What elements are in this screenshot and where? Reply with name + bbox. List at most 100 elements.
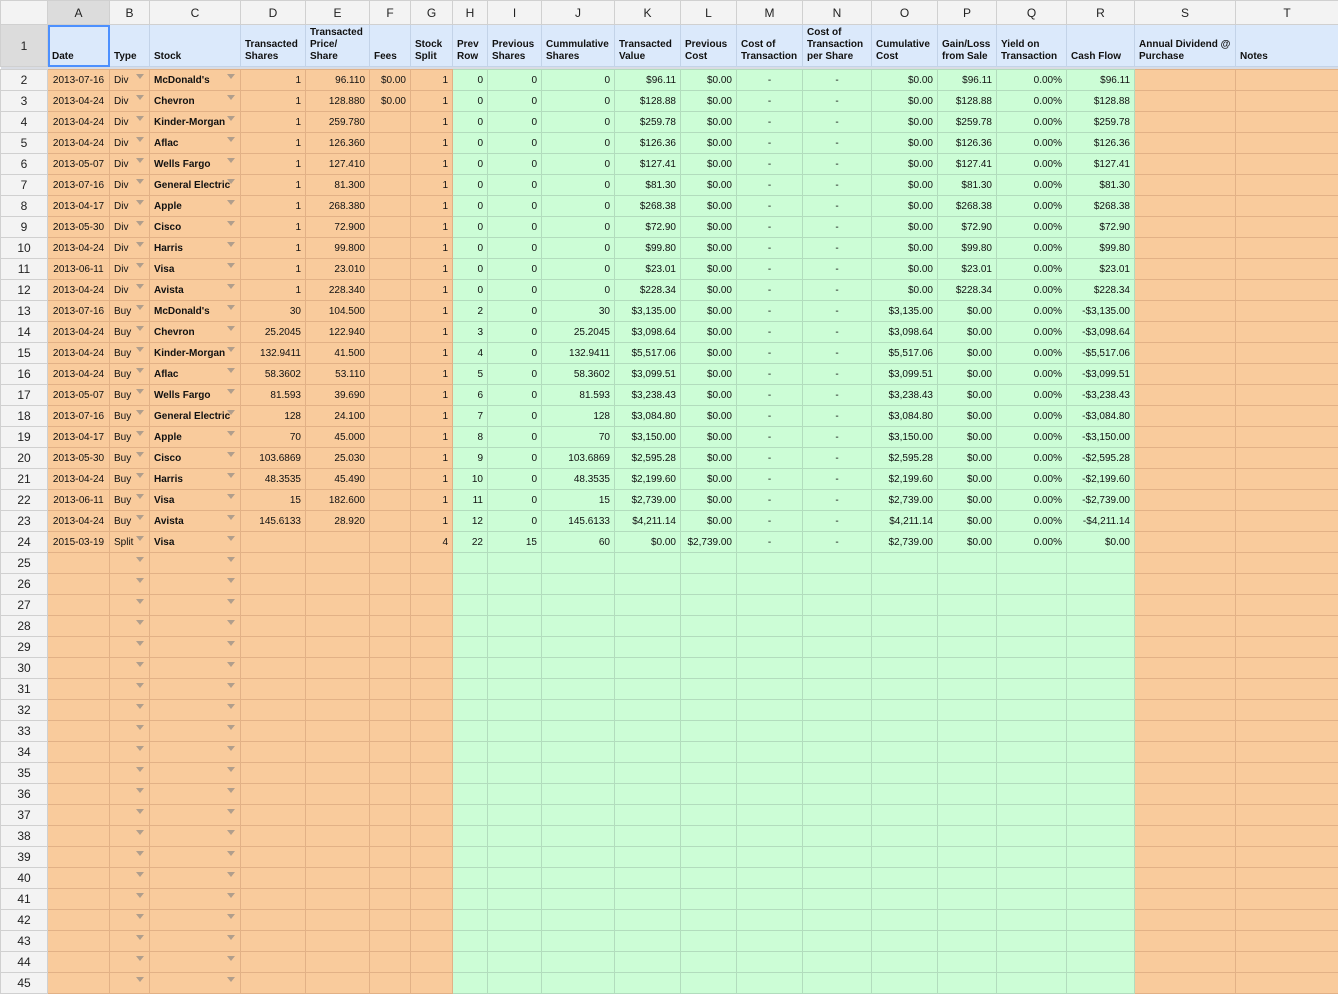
cell-d[interactable]: 132.9411 [240, 342, 306, 364]
cell-e[interactable] [305, 741, 370, 763]
type-dropdown-cell[interactable] [109, 951, 150, 973]
cell-l[interactable]: $0.00 [680, 279, 737, 301]
column-header-h[interactable]: H [452, 0, 488, 25]
cell-q[interactable]: 0.00% [996, 426, 1067, 448]
cell-n[interactable] [802, 762, 872, 784]
cell-n[interactable]: - [802, 90, 872, 112]
cell-e[interactable] [305, 762, 370, 784]
cell-r[interactable] [1066, 741, 1135, 763]
cell-k[interactable]: $228.34 [614, 279, 681, 301]
cell-d[interactable] [240, 594, 306, 616]
cell-o[interactable]: $5,517.06 [871, 342, 938, 364]
cell-j[interactable] [541, 615, 615, 637]
cell-j[interactable]: 48.3535 [541, 468, 615, 490]
cell-j[interactable] [541, 657, 615, 679]
cell-l[interactable] [680, 867, 737, 889]
cell-k[interactable] [614, 678, 681, 700]
row-header[interactable]: 33 [0, 720, 48, 742]
cell-i[interactable]: 0 [487, 384, 542, 406]
cell-s[interactable] [1134, 489, 1236, 511]
cell-m[interactable] [736, 825, 803, 847]
cell-g[interactable] [410, 804, 453, 826]
column-header-r[interactable]: R [1066, 0, 1135, 25]
cell-n[interactable] [802, 846, 872, 868]
cell-n[interactable]: - [802, 321, 872, 343]
cell-i[interactable] [487, 699, 542, 721]
cell-a[interactable] [47, 909, 110, 931]
cell-t[interactable] [1235, 972, 1338, 994]
cell-r[interactable]: -$5,517.06 [1066, 342, 1135, 364]
cell-e[interactable] [305, 531, 370, 553]
header-cell-j[interactable]: Cummulative Shares [541, 24, 615, 67]
cell-k[interactable]: $3,150.00 [614, 426, 681, 448]
cell-p[interactable] [937, 657, 997, 679]
cell-i[interactable]: 0 [487, 153, 542, 175]
cell-g[interactable]: 1 [410, 216, 453, 238]
cell-i[interactable]: 0 [487, 195, 542, 217]
cell-r[interactable] [1066, 783, 1135, 805]
column-header-f[interactable]: F [369, 0, 411, 25]
cell-q[interactable] [996, 657, 1067, 679]
cell-s[interactable] [1134, 678, 1236, 700]
stock-dropdown-cell[interactable] [149, 741, 241, 763]
cell-a[interactable]: 2013-07-16 [47, 174, 110, 196]
cell-n[interactable] [802, 552, 872, 574]
row-header[interactable]: 38 [0, 825, 48, 847]
row-header[interactable]: 9 [0, 216, 48, 238]
cell-s[interactable] [1134, 615, 1236, 637]
cell-k[interactable]: $72.90 [614, 216, 681, 238]
cell-k[interactable] [614, 846, 681, 868]
cell-j[interactable]: 0 [541, 111, 615, 133]
cell-i[interactable] [487, 930, 542, 952]
cell-n[interactable]: - [802, 489, 872, 511]
cell-k[interactable] [614, 552, 681, 574]
column-header-d[interactable]: D [240, 0, 306, 25]
cell-f[interactable] [369, 237, 411, 259]
cell-d[interactable]: 1 [240, 69, 306, 91]
cell-q[interactable] [996, 720, 1067, 742]
cell-t[interactable] [1235, 930, 1338, 952]
type-dropdown-cell[interactable] [109, 825, 150, 847]
cell-h[interactable] [452, 825, 488, 847]
cell-g[interactable]: 4 [410, 531, 453, 553]
cell-s[interactable] [1134, 90, 1236, 112]
cell-i[interactable]: 0 [487, 216, 542, 238]
cell-p[interactable] [937, 846, 997, 868]
cell-d[interactable]: 1 [240, 237, 306, 259]
cell-h[interactable] [452, 657, 488, 679]
cell-k[interactable] [614, 762, 681, 784]
cell-r[interactable]: $0.00 [1066, 531, 1135, 553]
cell-f[interactable] [369, 153, 411, 175]
cell-q[interactable] [996, 594, 1067, 616]
cell-e[interactable] [305, 615, 370, 637]
cell-j[interactable] [541, 888, 615, 910]
cell-m[interactable] [736, 888, 803, 910]
cell-r[interactable]: $228.34 [1066, 279, 1135, 301]
cell-m[interactable] [736, 657, 803, 679]
type-dropdown-cell[interactable]: Buy [109, 363, 150, 385]
stock-dropdown-cell[interactable]: Harris [149, 237, 241, 259]
cell-s[interactable] [1134, 69, 1236, 91]
cell-p[interactable]: $0.00 [937, 510, 997, 532]
cell-r[interactable] [1066, 678, 1135, 700]
cell-n[interactable] [802, 825, 872, 847]
cell-k[interactable] [614, 783, 681, 805]
cell-p[interactable]: $0.00 [937, 426, 997, 448]
cell-s[interactable] [1134, 699, 1236, 721]
cell-n[interactable] [802, 636, 872, 658]
cell-l[interactable] [680, 888, 737, 910]
type-dropdown-cell[interactable]: Div [109, 258, 150, 280]
cell-r[interactable] [1066, 699, 1135, 721]
cell-m[interactable]: - [736, 90, 803, 112]
cell-m[interactable]: - [736, 531, 803, 553]
cell-r[interactable] [1066, 804, 1135, 826]
stock-dropdown-cell[interactable] [149, 573, 241, 595]
cell-m[interactable] [736, 846, 803, 868]
cell-q[interactable] [996, 909, 1067, 931]
cell-h[interactable]: 0 [452, 216, 488, 238]
column-header-p[interactable]: P [937, 0, 997, 25]
stock-dropdown-cell[interactable]: Apple [149, 195, 241, 217]
cell-m[interactable] [736, 573, 803, 595]
cell-r[interactable]: -$2,739.00 [1066, 489, 1135, 511]
row-header[interactable]: 30 [0, 657, 48, 679]
